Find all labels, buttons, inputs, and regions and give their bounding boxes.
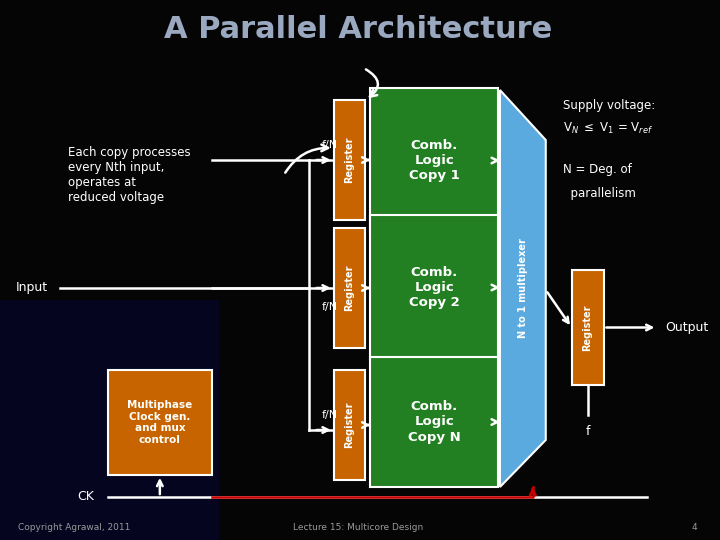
Bar [371,215,498,360]
Bar [333,228,366,348]
Text: Register: Register [345,137,354,183]
Text: Multiphase
Clock gen.
and mux
control: Multiphase Clock gen. and mux control [127,400,192,445]
Text: Output: Output [665,321,708,334]
Text: f: f [585,425,590,438]
Text: f/N: f/N [322,302,338,312]
Text: Lecture 15: Multicore Design: Lecture 15: Multicore Design [294,523,423,531]
FancyArrowPatch shape [366,69,378,97]
Text: CK: CK [78,490,94,503]
Bar [107,370,212,475]
Text: Input: Input [16,281,48,294]
Text: A Parallel Architecture: A Parallel Architecture [164,16,553,44]
Text: f/N: f/N [322,140,338,150]
Bar [333,370,366,480]
Text: f/N: f/N [322,410,338,420]
Bar [0,300,219,540]
Text: Copyright Agrawal, 2011: Copyright Agrawal, 2011 [18,523,130,531]
FancyArrowPatch shape [285,145,328,173]
Text: Comb.
Logic
Copy N: Comb. Logic Copy N [408,401,461,443]
Text: Register: Register [345,402,354,448]
Text: Supply voltage:: Supply voltage: [563,98,655,111]
Bar [371,88,498,233]
Bar [371,357,498,487]
Bar [333,100,366,220]
Text: N = Deg. of: N = Deg. of [563,164,631,177]
Text: parallelism: parallelism [563,186,636,199]
Text: Each copy processes
every Nth input,
operates at
reduced voltage: Each copy processes every Nth input, ope… [68,146,190,204]
Text: V$_N$ $\leq$ V$_1$ = V$_{ref}$: V$_N$ $\leq$ V$_1$ = V$_{ref}$ [563,120,653,136]
Text: N to 1 multiplexer: N to 1 multiplexer [518,239,528,339]
Text: Comb.
Logic
Copy 1: Comb. Logic Copy 1 [409,139,459,182]
Text: Comb.
Logic
Copy 2: Comb. Logic Copy 2 [409,266,459,309]
Text: Register: Register [582,304,593,351]
Text: Register: Register [345,265,354,311]
Text: 4: 4 [691,523,697,531]
Bar [572,270,603,385]
Polygon shape [500,90,546,487]
